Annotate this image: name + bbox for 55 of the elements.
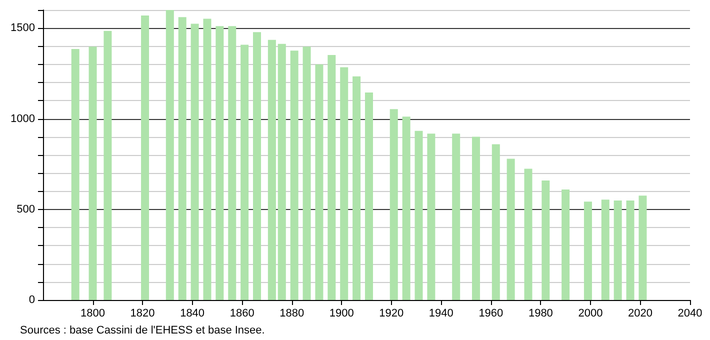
bar <box>253 32 262 300</box>
x-tick-label: 1960 <box>478 308 504 320</box>
bar <box>240 44 249 300</box>
y-tick-label: 1000 <box>10 112 35 125</box>
bar <box>390 109 398 300</box>
bar <box>364 92 373 300</box>
y-tick-label: 500 <box>16 203 35 216</box>
bar <box>278 44 286 300</box>
bar <box>190 24 199 300</box>
bar <box>88 46 97 300</box>
bar <box>414 130 423 300</box>
bar <box>601 200 610 300</box>
bar <box>328 54 336 300</box>
x-tick-label: 1900 <box>329 308 354 320</box>
bar <box>290 50 298 300</box>
bar <box>562 189 570 300</box>
x-tick-label: 1820 <box>130 308 155 320</box>
x-tick-label: 2020 <box>628 308 652 320</box>
x-tick-label: 1920 <box>379 308 404 320</box>
y-tick-label: 0 <box>28 294 35 306</box>
x-tick-label: 2040 <box>678 308 702 320</box>
bar <box>506 158 515 300</box>
bar <box>626 200 634 300</box>
bar <box>228 26 236 300</box>
x-tick-label: 1940 <box>428 308 454 320</box>
bar <box>542 180 550 300</box>
bar <box>352 76 361 300</box>
y-tick-label: 1500 <box>10 22 35 34</box>
bar <box>402 116 410 300</box>
x-tick-label: 1880 <box>280 308 304 320</box>
bar <box>178 17 186 300</box>
bar <box>638 196 647 300</box>
bar <box>452 134 460 300</box>
bar <box>203 18 212 300</box>
x-tick-label: 1840 <box>180 308 205 320</box>
bar <box>104 30 112 300</box>
bar <box>216 26 224 300</box>
bar <box>141 15 150 300</box>
x-tick-label: 1860 <box>230 308 254 320</box>
x-tick-label: 2000 <box>578 308 603 320</box>
bar <box>340 67 348 300</box>
bar <box>71 48 80 300</box>
bar <box>472 136 480 300</box>
x-tick-label: 1980 <box>528 308 553 320</box>
bar <box>268 40 276 300</box>
bar <box>492 144 500 300</box>
x-tick-label: 1800 <box>80 308 106 320</box>
bar <box>302 46 311 300</box>
bar <box>166 10 174 300</box>
bar <box>614 200 622 300</box>
bar <box>315 64 324 300</box>
bar <box>524 168 532 300</box>
bar <box>584 202 592 300</box>
source-note: Sources : base Cassini de l'EHESS et base Insee. <box>20 324 265 336</box>
bar <box>427 134 436 300</box>
